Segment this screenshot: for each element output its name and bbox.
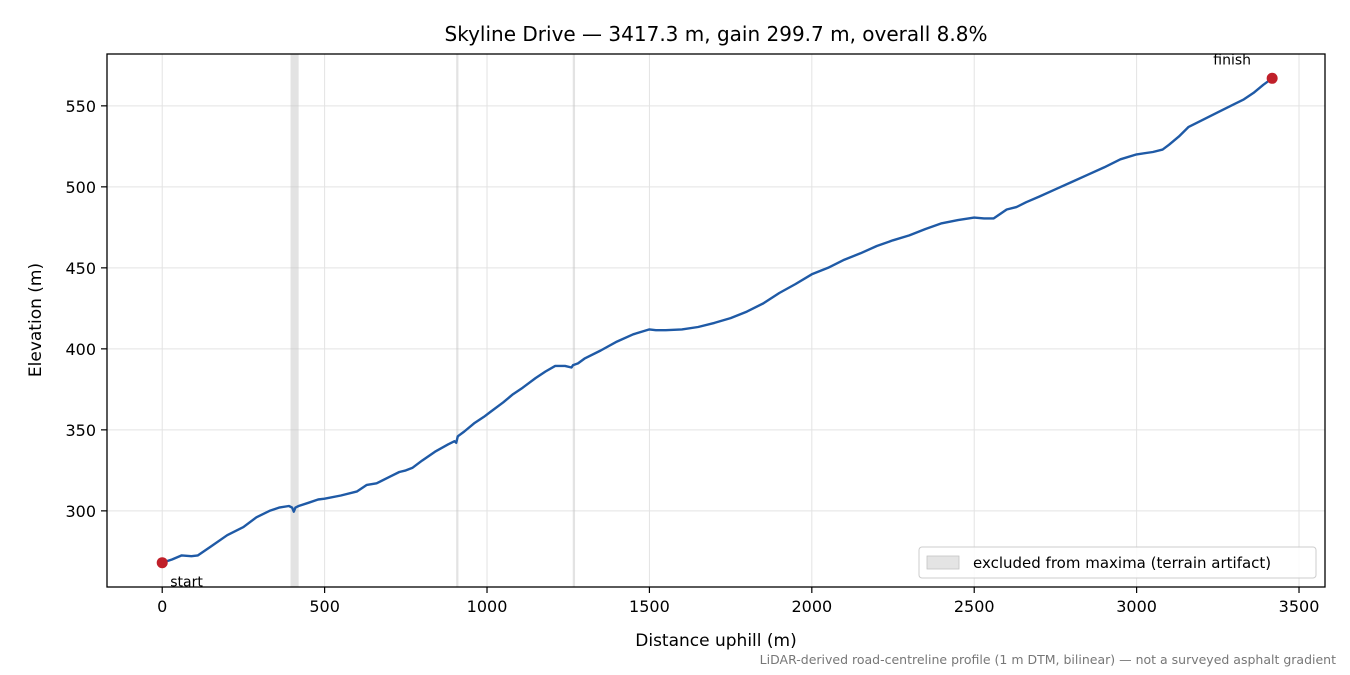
finish-label: finish bbox=[1213, 52, 1251, 68]
x-tick-label: 0 bbox=[157, 597, 167, 616]
y-tick-label: 550 bbox=[65, 97, 96, 116]
x-axis-ticks: 0 500 1000 1500 2000 2500 3000 3500 bbox=[157, 587, 1319, 616]
start-label: start bbox=[170, 575, 203, 591]
x-axis-label: Distance uphill (m) bbox=[635, 631, 796, 651]
legend: excluded from maxima (terrain artifact) bbox=[918, 546, 1317, 579]
grid bbox=[107, 54, 1325, 587]
x-tick-label: 500 bbox=[309, 597, 340, 616]
finish-marker bbox=[1266, 72, 1278, 84]
y-tick-label: 400 bbox=[65, 340, 96, 359]
y-tick-label: 300 bbox=[65, 502, 96, 521]
y-tick-label: 450 bbox=[65, 259, 96, 278]
x-tick-label: 2500 bbox=[954, 597, 995, 616]
x-tick-label: 2000 bbox=[791, 597, 832, 616]
footnote: LiDAR-derived road-centreline profile (1… bbox=[759, 652, 1336, 667]
chart-title: Skyline Drive — 3417.3 m, gain 299.7 m, … bbox=[445, 22, 988, 46]
legend-swatch bbox=[926, 555, 960, 570]
y-tick-label: 350 bbox=[65, 421, 96, 440]
x-tick-label: 1500 bbox=[629, 597, 670, 616]
excluded-regions bbox=[290, 54, 576, 587]
x-tick-label: 3500 bbox=[1279, 597, 1320, 616]
excluded-region bbox=[290, 54, 299, 587]
elevation-profile-line bbox=[161, 77, 1273, 564]
excluded-region bbox=[456, 54, 459, 587]
legend-entry-excluded: excluded from maxima (terrain artifact) bbox=[973, 554, 1271, 572]
x-tick-label: 3000 bbox=[1116, 597, 1157, 616]
legend-box bbox=[918, 546, 1317, 579]
y-axis-ticks: 300 350 400 450 500 550 bbox=[65, 97, 107, 521]
plot-frame bbox=[106, 53, 1326, 588]
x-tick-label: 1000 bbox=[467, 597, 508, 616]
series-layer bbox=[161, 77, 1273, 564]
excluded-region bbox=[572, 54, 576, 587]
start-marker bbox=[156, 557, 168, 569]
y-tick-label: 500 bbox=[65, 178, 96, 197]
y-axis-label: Elevation (m) bbox=[26, 263, 46, 377]
